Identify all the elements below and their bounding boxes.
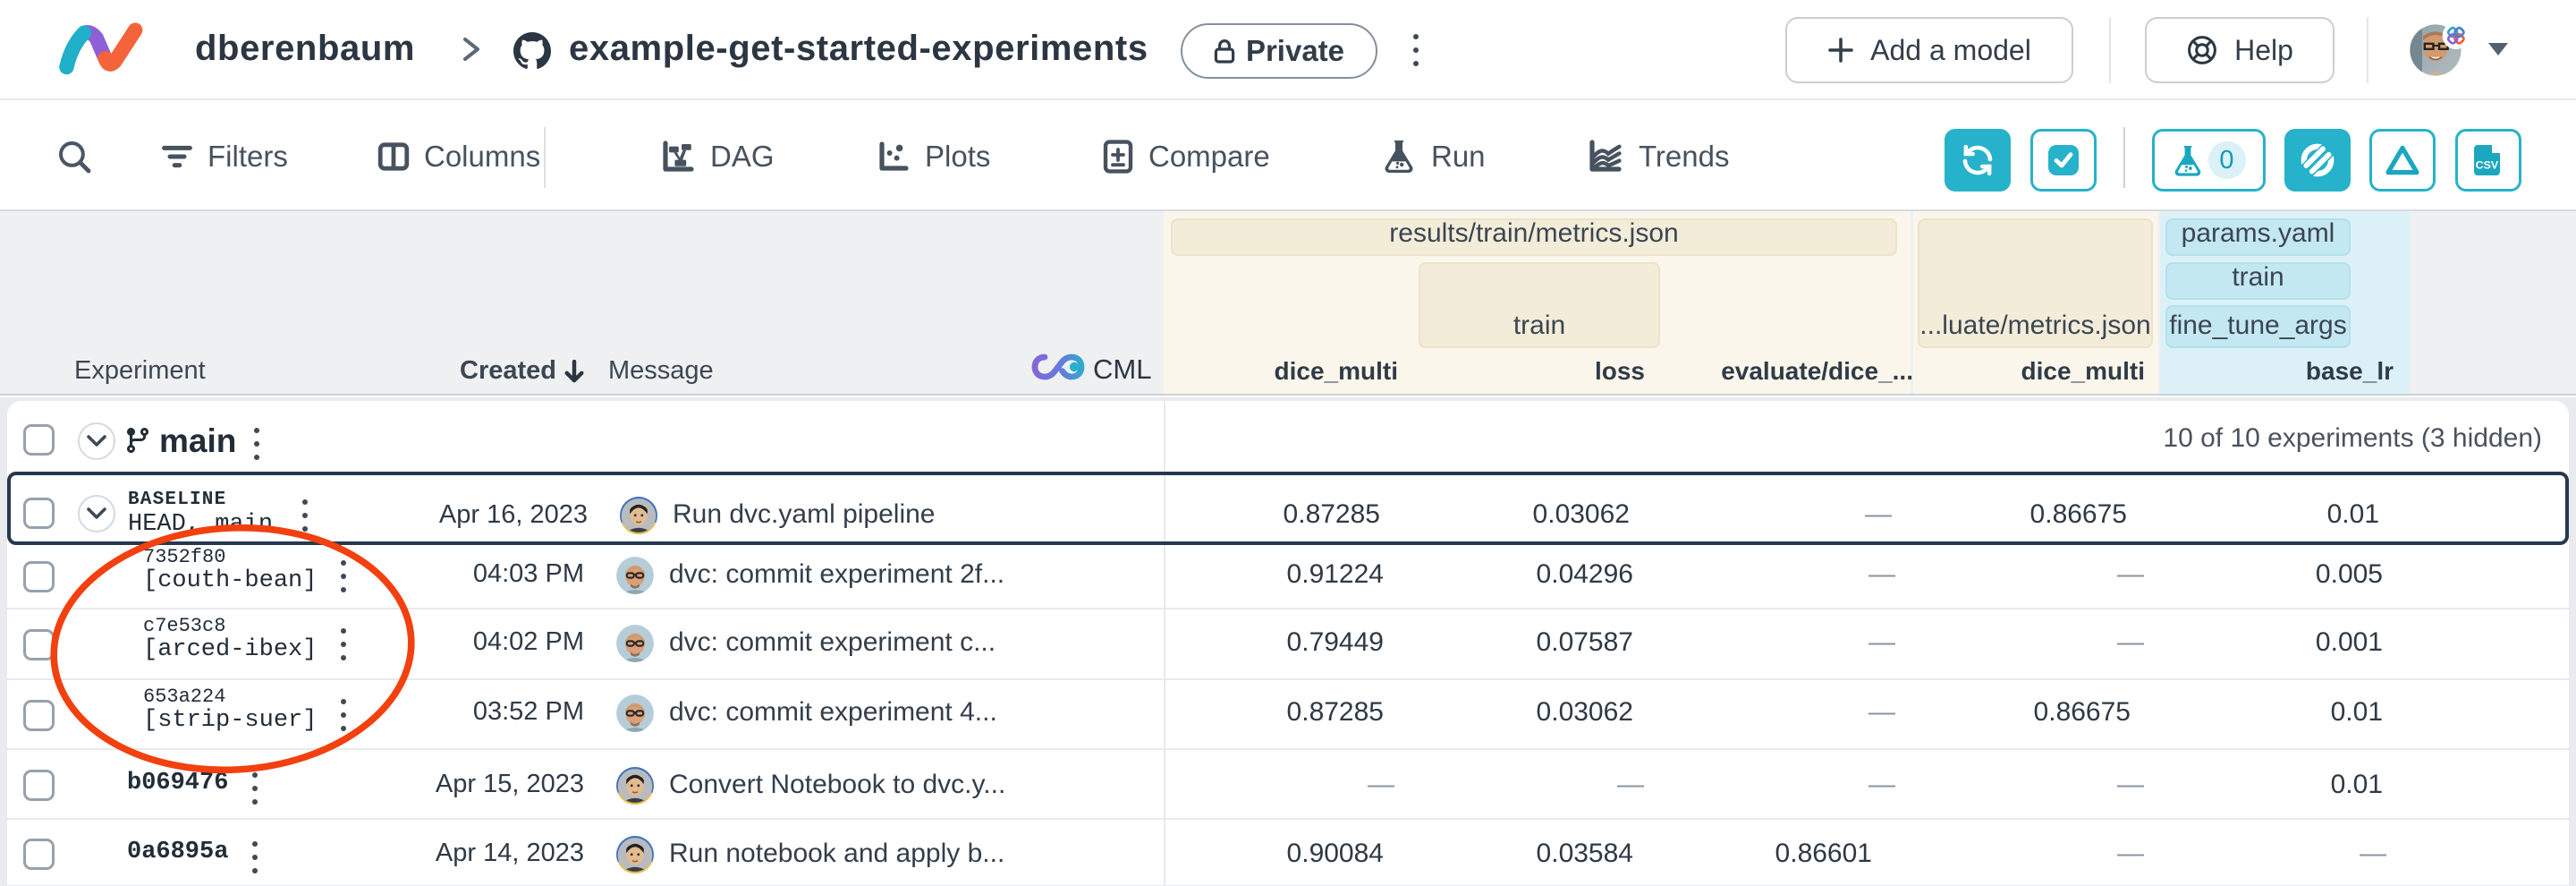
svg-text:CSV: CSV [2476,159,2499,172]
